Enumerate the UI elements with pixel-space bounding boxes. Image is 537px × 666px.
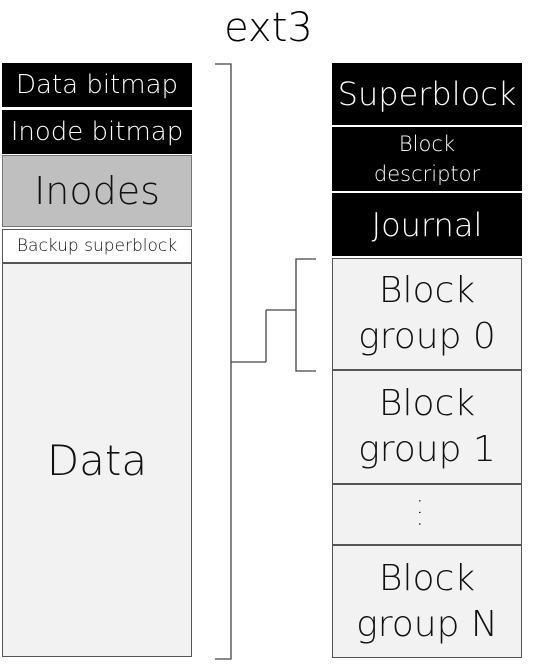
block-group-1-label: Block group 1: [358, 383, 496, 470]
journal-block: Journal: [332, 193, 522, 256]
journal-label: Journal: [371, 205, 483, 244]
inode-bitmap-label: Inode bitmap: [10, 117, 184, 147]
data-bitmap-block: Data bitmap: [2, 63, 192, 107]
block-descriptor-block: Block descriptor: [332, 127, 522, 191]
data-bitmap-label: Data bitmap: [15, 70, 179, 100]
data-label: Data: [46, 435, 148, 485]
superblock-block: Superblock: [332, 63, 522, 125]
inode-bitmap-block: Inode bitmap: [2, 110, 192, 154]
backup-superblock-block: Backup superblock: [2, 229, 192, 263]
data-block: Data: [2, 263, 192, 657]
ellipsis-block: ...: [332, 484, 522, 545]
block-group-1-block: Block group 1: [332, 370, 522, 484]
block-group-0-block: Block group 0: [332, 258, 522, 370]
block-group-n-label: Block group N: [356, 557, 498, 645]
block-group-0-label: Block group 0: [358, 270, 496, 357]
backup-superblock-label: Backup superblock: [16, 236, 178, 256]
superblock-label: Superblock: [337, 75, 517, 113]
ellipsis-label: ...: [413, 497, 441, 532]
diagram-title: ext3: [224, 5, 313, 51]
inodes-block: Inodes: [2, 155, 192, 227]
block-group-n-block: Block group N: [332, 545, 522, 658]
block-descriptor-label: Block descriptor: [373, 132, 481, 186]
inodes-label: Inodes: [34, 169, 160, 213]
